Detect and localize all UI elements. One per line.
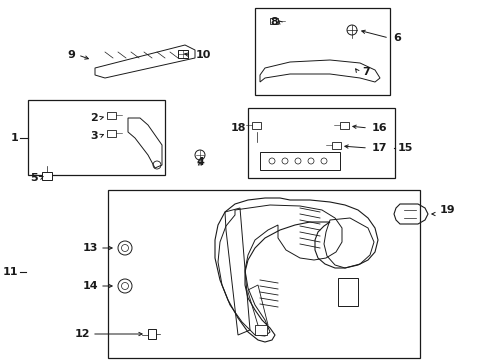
Text: 4: 4 bbox=[196, 157, 204, 167]
Bar bbox=[107, 130, 116, 137]
Bar bbox=[28, 100, 165, 175]
Bar bbox=[255, 325, 267, 335]
Text: 15: 15 bbox=[398, 143, 414, 153]
Text: 12: 12 bbox=[74, 329, 90, 339]
Text: 13: 13 bbox=[83, 243, 98, 253]
Text: 11: 11 bbox=[2, 267, 18, 277]
Text: 6: 6 bbox=[393, 33, 401, 43]
Text: 2: 2 bbox=[90, 113, 98, 123]
Text: 19: 19 bbox=[440, 205, 456, 215]
Text: 9: 9 bbox=[67, 50, 75, 60]
Text: 14: 14 bbox=[82, 281, 98, 291]
Text: 1: 1 bbox=[10, 133, 18, 143]
Bar bbox=[255, 8, 390, 95]
Bar bbox=[260, 152, 340, 170]
Bar bbox=[252, 122, 261, 129]
Bar bbox=[338, 278, 358, 306]
Bar bbox=[270, 18, 278, 24]
Text: 16: 16 bbox=[372, 123, 388, 133]
Bar bbox=[42, 172, 52, 180]
Bar bbox=[178, 50, 188, 58]
Text: 5: 5 bbox=[30, 173, 38, 183]
Text: 10: 10 bbox=[196, 50, 211, 60]
Bar bbox=[340, 122, 349, 129]
Text: 17: 17 bbox=[372, 143, 388, 153]
Bar bbox=[148, 329, 156, 339]
Text: 3: 3 bbox=[90, 131, 98, 141]
Bar bbox=[332, 142, 341, 149]
Text: 18: 18 bbox=[230, 123, 246, 133]
Bar bbox=[108, 190, 420, 358]
Text: 7: 7 bbox=[362, 67, 370, 77]
Text: 8: 8 bbox=[270, 17, 278, 27]
Bar bbox=[248, 108, 395, 178]
Bar bbox=[107, 112, 116, 119]
